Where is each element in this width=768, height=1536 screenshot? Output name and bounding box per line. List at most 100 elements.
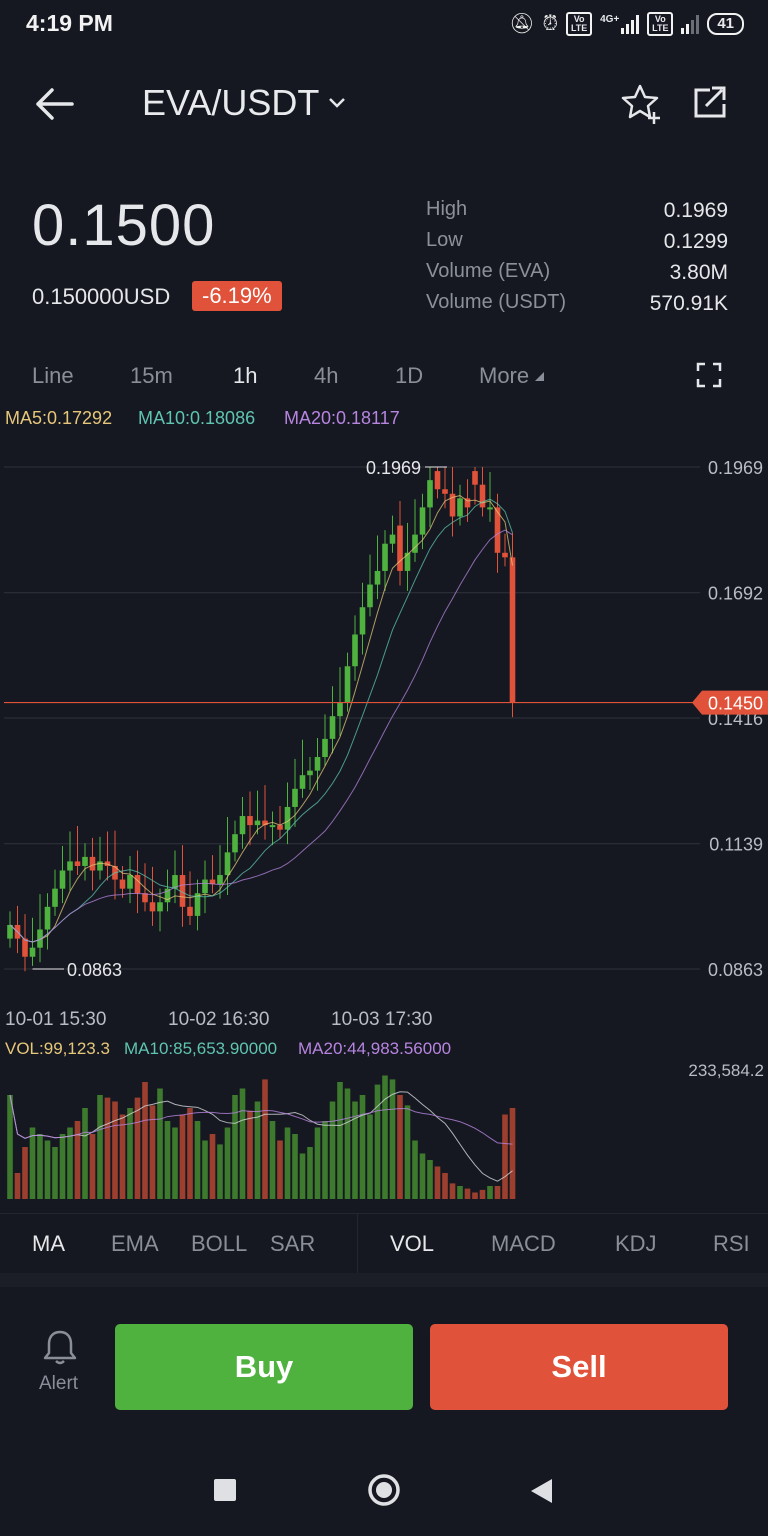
indicator-ma[interactable]: MA (32, 1231, 65, 1256)
candle-body (82, 856, 88, 866)
candle-body (157, 902, 163, 912)
candle-body (277, 825, 283, 830)
volume-eva-value: 3.80M (669, 261, 728, 284)
volume-bar (434, 1166, 441, 1199)
ma5-line (9, 495, 513, 943)
indicator-kdj[interactable]: KDJ (615, 1231, 657, 1256)
indicator-macd[interactable]: MACD (491, 1231, 556, 1256)
candlestick-chart[interactable]: 0.19690.16920.14160.11390.08630.19690.08… (0, 440, 768, 1020)
indicator-boll[interactable]: BOLL (191, 1231, 248, 1256)
volume-bar (104, 1097, 111, 1199)
tab-1d[interactable]: 1D (395, 363, 424, 388)
volume-bar (209, 1134, 216, 1199)
current-price-label: 0.1450 (708, 694, 763, 714)
volume-ma10-line (9, 1091, 513, 1182)
signal-weak-icon (681, 14, 700, 34)
indicator-rsi[interactable]: RSI (713, 1231, 750, 1256)
candle-body (247, 816, 253, 826)
volume-bar (22, 1147, 28, 1199)
volume-bar (52, 1147, 58, 1199)
y-tick-label: 0.1969 (708, 458, 763, 478)
volume-chart[interactable] (0, 1060, 768, 1205)
fullscreen-icon[interactable] (696, 362, 722, 388)
candle-body (479, 484, 486, 508)
candle-body (149, 902, 156, 912)
candle-body (127, 875, 133, 889)
volume-bar (44, 1140, 51, 1199)
volume-bar (284, 1127, 291, 1199)
volume-bar (449, 1183, 456, 1199)
sell-button[interactable]: Sell (430, 1324, 728, 1410)
back-arrow-icon[interactable] (32, 82, 76, 126)
candle-body (52, 888, 58, 907)
ma10-line (9, 498, 513, 943)
volume-bar (494, 1186, 501, 1199)
indicator-sar[interactable]: SAR (270, 1231, 316, 1256)
volume-bar (404, 1105, 411, 1199)
candle-body (367, 584, 373, 608)
candle-body (502, 552, 508, 558)
buy-button[interactable]: Buy (115, 1324, 413, 1410)
candle-body (194, 893, 201, 916)
y-tick-label: 0.1692 (708, 584, 763, 604)
home-button[interactable] (367, 1473, 401, 1507)
candle-body (134, 875, 141, 894)
share-icon[interactable] (690, 82, 730, 122)
ma10-legend: MA10:0.18086 (138, 408, 256, 428)
candle-body (29, 947, 36, 957)
candle-body (44, 906, 51, 930)
favorite-star-icon[interactable] (620, 82, 664, 126)
section-separator (0, 1273, 768, 1287)
vol-ma10-legend: MA10:85,653.90000 (124, 1039, 278, 1058)
y-tick-label: 0.1139 (709, 835, 763, 855)
tab-line[interactable]: Line (32, 363, 74, 388)
volume-bar (89, 1134, 96, 1199)
volume-bar (239, 1088, 246, 1199)
tab-1h[interactable]: 1h (233, 363, 258, 388)
indicator-vol[interactable]: VOL (390, 1231, 435, 1256)
candle-body (427, 480, 433, 508)
volume-usdt-value: 570.91K (649, 292, 728, 315)
volume-bar (217, 1144, 223, 1199)
tab-15m[interactable]: 15m (130, 363, 173, 388)
volume-bar (127, 1108, 133, 1199)
volume-bar (427, 1160, 433, 1199)
volume-bar (37, 1134, 43, 1199)
candle-body (187, 906, 193, 916)
volume-bar (194, 1121, 201, 1199)
alarm-icon: ⏰︎ (542, 13, 559, 35)
volume-bar (97, 1095, 103, 1199)
candle-body (239, 816, 246, 835)
alert-label[interactable]: Alert (39, 1373, 79, 1394)
high-marker-label: 0.1969 (366, 458, 421, 478)
high-value: 0.1969 (663, 199, 728, 222)
tab-more[interactable]: More (479, 363, 545, 389)
ma20-line (9, 529, 513, 943)
volume-bar (509, 1108, 516, 1199)
volume-bar (277, 1140, 283, 1199)
tab-4h[interactable]: 4h (314, 363, 339, 388)
volume-bar (59, 1134, 66, 1199)
candle-body (352, 634, 358, 667)
candle-body (269, 825, 276, 828)
candle-body (202, 879, 208, 894)
signal-icon: 4G+ (600, 14, 640, 34)
indicator-ema[interactable]: EMA (111, 1231, 159, 1256)
pair-selector[interactable]: EVA/USDT (142, 82, 347, 124)
recents-button[interactable] (214, 1479, 236, 1501)
volume-bar (479, 1189, 486, 1199)
low-value: 0.1299 (663, 230, 728, 253)
candle-body (22, 938, 28, 957)
candle-body (164, 888, 171, 903)
x-label-3: 10-03 17:30 (331, 1009, 433, 1030)
candle-body (509, 557, 516, 703)
volume-bar (7, 1095, 13, 1199)
volume-bar (247, 1110, 253, 1199)
do-not-disturb-icon: 🔕︎ (509, 13, 535, 35)
candle-body (404, 552, 411, 571)
bell-icon[interactable] (42, 1328, 78, 1366)
volume-bar (397, 1095, 403, 1199)
candle-body (397, 525, 403, 571)
back-nav-button[interactable] (528, 1477, 554, 1505)
usd-price: 0.150000USD (32, 284, 171, 309)
